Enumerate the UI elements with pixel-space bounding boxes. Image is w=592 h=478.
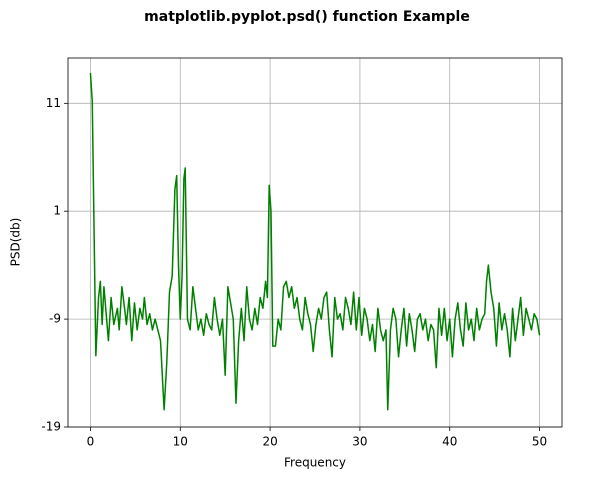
y-tick-label: -19	[41, 420, 61, 434]
y-tick-label: 11	[46, 96, 61, 110]
x-tick-label: 0	[87, 435, 95, 449]
line	[89, 73, 541, 411]
y-axis-label: PSD(db)	[9, 218, 23, 267]
x-tick-label: 10	[173, 435, 188, 449]
x-tick-label: 20	[262, 435, 277, 449]
axes-frame	[67, 57, 563, 428]
chart-title: matplotlib.pyplot.psd() function Example	[144, 9, 470, 25]
y-tick-label: 1	[53, 204, 61, 218]
x-tick-label: 50	[532, 435, 547, 449]
x-axis-label: Frequency	[284, 456, 346, 470]
y-tick-label: -9	[49, 312, 61, 326]
x-tick-label: 40	[442, 435, 457, 449]
x-tick-label: 30	[352, 435, 367, 449]
